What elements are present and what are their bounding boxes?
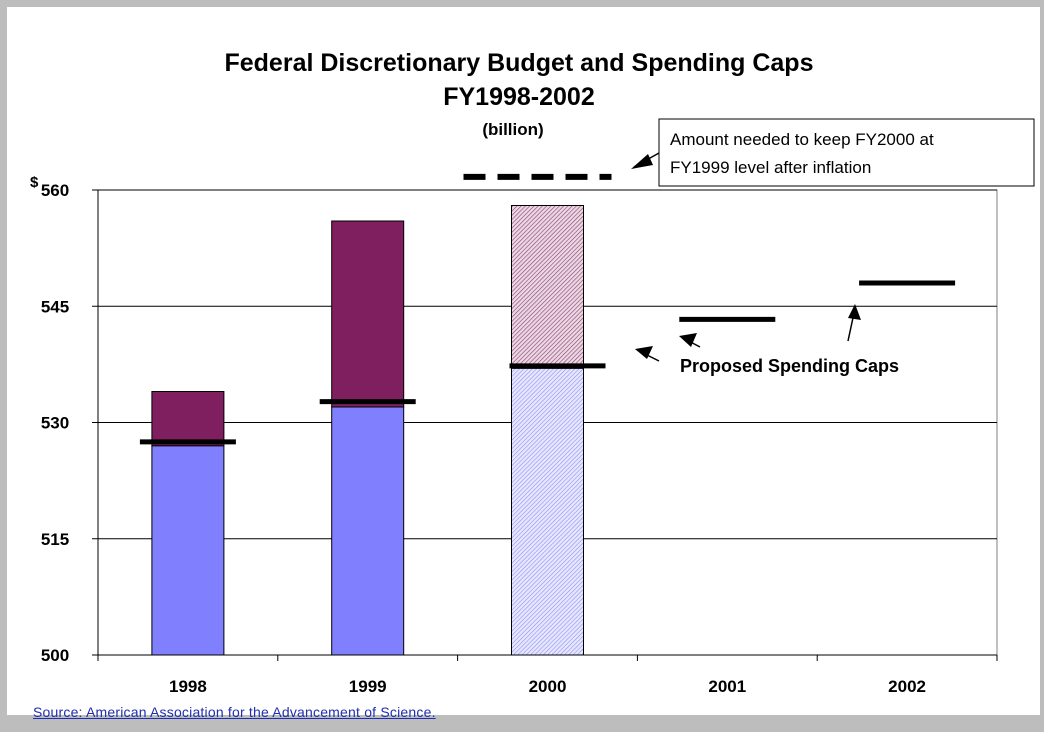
caps-arrowhead-2002 — [848, 304, 861, 320]
caps-annotation: Proposed Spending Caps — [635, 304, 899, 376]
y-tick-label-560: 560 — [41, 181, 69, 200]
x-tick-label-1998: 1998 — [169, 677, 207, 696]
chart-title: Federal Discretionary Budget and Spendin… — [224, 49, 813, 77]
y-tick-label-530: 530 — [41, 414, 69, 433]
y-tick-label-545: 545 — [41, 297, 69, 316]
x-tick-label-1999: 1999 — [349, 677, 387, 696]
chart-svg: Federal Discretionary Budget and Spendin… — [30, 49, 1035, 696]
chart-subtitle: FY1998-2002 — [443, 83, 595, 111]
unit-label: (billion) — [482, 120, 543, 139]
source-link[interactable]: Source: American Association for the Adv… — [33, 704, 436, 720]
bar-layer — [151, 205, 584, 656]
inflation-annotation-line-2: FY1999 level after inflation — [670, 158, 871, 177]
bar-lower-1998 — [151, 445, 225, 656]
x-tick-label-2001: 2001 — [708, 677, 746, 696]
bar-upper-2000 — [511, 205, 584, 369]
caps-arrowhead-2001 — [679, 333, 697, 347]
x-tick-label-2002: 2002 — [888, 677, 926, 696]
caps-annotation-label: Proposed Spending Caps — [680, 356, 899, 376]
inflation-annotation-line-1: Amount needed to keep FY2000 at — [670, 130, 934, 149]
bar-lower-2000 — [511, 367, 584, 656]
inflation-annotation: Amount needed to keep FY2000 at FY1999 l… — [631, 118, 1035, 187]
y-tick-label-515: 515 — [41, 530, 69, 549]
inflation-arrowhead — [631, 154, 653, 169]
inflation-annotation-box — [658, 118, 1035, 187]
bar-upper-1998 — [151, 391, 225, 447]
caps-arrowhead-2000 — [635, 346, 653, 359]
x-tick-label-2000: 2000 — [529, 677, 567, 696]
y-unit-symbol: $ — [30, 174, 39, 191]
spending-cap-layer — [139, 173, 956, 445]
bar-upper-1999 — [331, 220, 405, 408]
axis-layer: 500 515 530 545 560 1998 1999 2000 2001 2002 — [41, 181, 998, 696]
y-tick-label-500: 500 — [41, 646, 69, 665]
chart-frame: Federal Discretionary Budget and Spendin… — [7, 7, 1040, 720]
bar-lower-1999 — [331, 406, 405, 656]
